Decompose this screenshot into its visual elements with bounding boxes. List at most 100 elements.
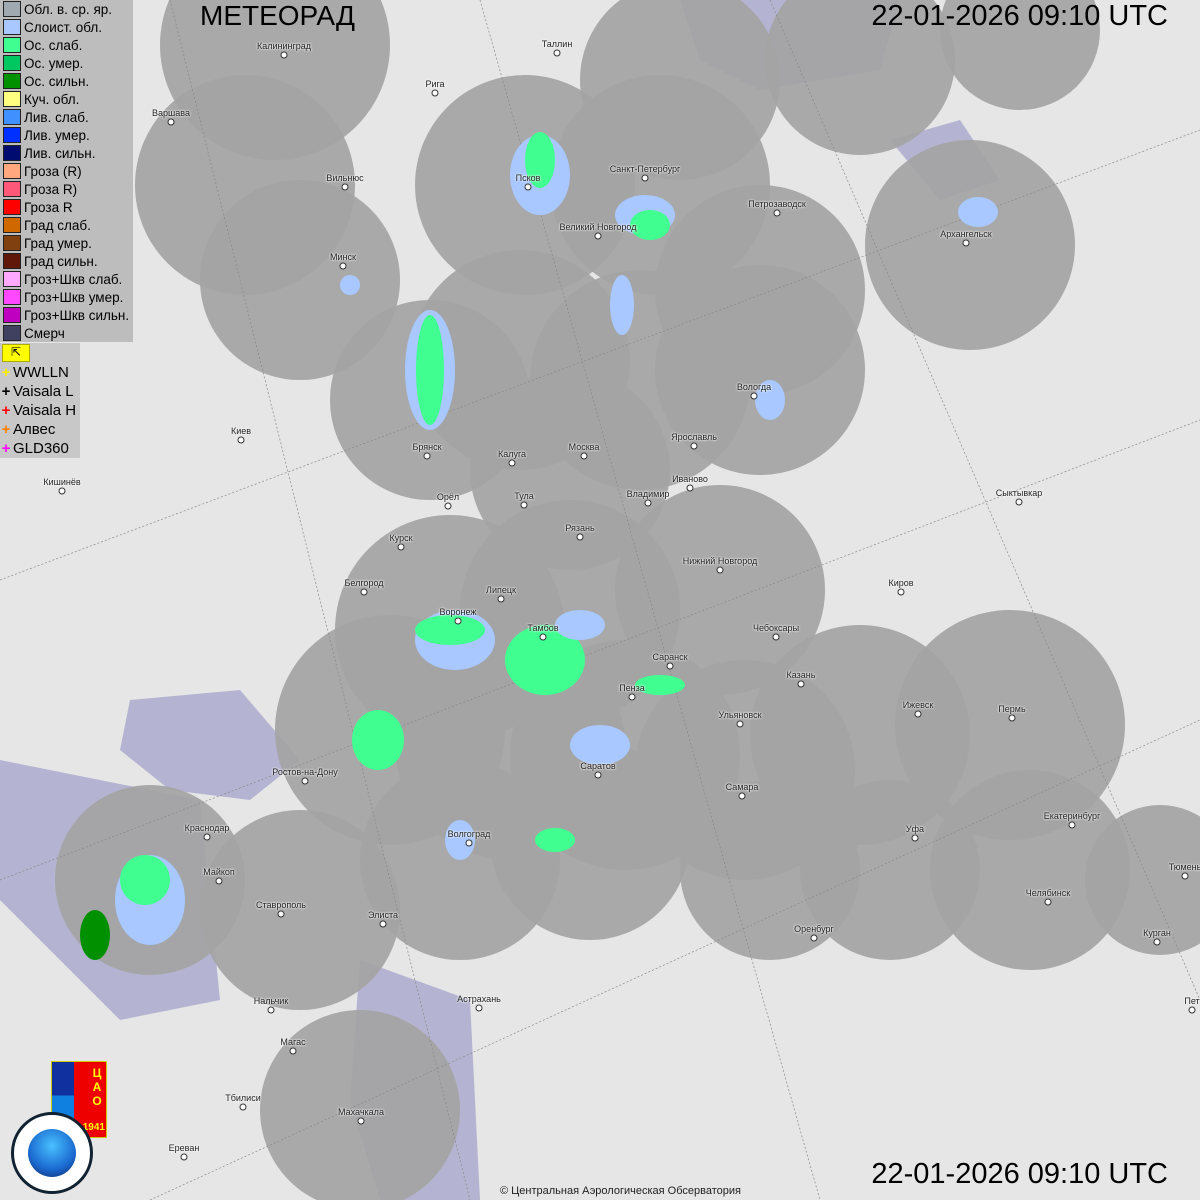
city-marker (180, 1153, 188, 1161)
legend-item: Обл. в. ср. яр. (0, 0, 133, 18)
city-marker (444, 502, 452, 510)
legend-item: Ос. умер. (0, 54, 133, 72)
legend-label: Гроз+Шкв сильн. (24, 307, 130, 323)
city-label: Тюмень (1168, 862, 1200, 872)
precipitation-echo (635, 675, 685, 695)
city-marker (508, 459, 516, 467)
city-marker (237, 436, 245, 444)
city-label: Тула (514, 491, 534, 501)
legend-item: Гроза R) (0, 180, 133, 198)
city-label: Киров (888, 578, 914, 588)
city-label: Кишинёв (43, 477, 81, 487)
precipitation-echo (416, 315, 444, 425)
cross-icon: + (1, 440, 11, 457)
legend-item: Гроза R (0, 198, 133, 216)
legend-label: Град умер. (24, 235, 92, 251)
radar-circle (865, 140, 1075, 350)
city-marker (666, 662, 674, 670)
legend-swatch (3, 37, 21, 53)
city-marker (772, 633, 780, 641)
legend-swatch (3, 19, 21, 35)
city-marker (1015, 498, 1023, 506)
city-label: Рязань (565, 523, 595, 533)
legend-swatch (3, 127, 21, 143)
city-marker (167, 118, 175, 126)
city-marker (520, 501, 528, 509)
city-marker (594, 232, 602, 240)
city-marker (454, 617, 462, 625)
city-marker (641, 174, 649, 182)
city-marker (1008, 714, 1016, 722)
city-label: Воронеж (439, 607, 477, 617)
legend-item: Куч. обл. (0, 90, 133, 108)
lightning-toggle-button[interactable]: ⇱ (2, 344, 30, 362)
legend-item: Смерч (0, 324, 133, 342)
city-marker (576, 533, 584, 541)
radar-circle (200, 810, 400, 1010)
legend-item: Град сильн. (0, 252, 133, 270)
city-marker (690, 442, 698, 450)
city-label: Киев (230, 426, 252, 436)
radar-circle (940, 0, 1100, 110)
city-marker (280, 51, 288, 59)
lightning-source-item: + GLD360 (0, 439, 80, 458)
city-marker (289, 1047, 297, 1055)
radar-circle (930, 770, 1130, 970)
cross-icon: + (1, 402, 11, 419)
precipitation-echo (755, 380, 785, 420)
roshydromet-logo (11, 1112, 93, 1194)
city-marker (301, 777, 309, 785)
city-label: Владимир (626, 489, 670, 499)
city-label: Ставрополь (256, 900, 306, 910)
city-marker (215, 877, 223, 885)
city-label: Саратов (580, 761, 616, 771)
city-marker (397, 543, 405, 551)
city-marker (716, 566, 724, 574)
city-label: Казань (786, 670, 816, 680)
city-label: Петрозаводск (748, 199, 806, 209)
city-label: Краснодар (184, 823, 230, 833)
city-label: Магас (280, 1037, 306, 1047)
legend-label: Гроза R) (24, 181, 78, 197)
city-marker (773, 209, 781, 217)
city-marker (628, 693, 636, 701)
legend-label: Гроз+Шкв слаб. (24, 271, 123, 287)
copyright: © Центральная Аэрологическая Обсерватори… (500, 1185, 741, 1197)
city-marker (357, 1117, 365, 1125)
legend-swatch (3, 91, 21, 107)
city-label: Курган (1143, 928, 1171, 938)
city-label: Архангельск (940, 229, 992, 239)
city-marker (465, 839, 473, 847)
city-label: Ульяновск (718, 710, 762, 720)
city-label: Пенза (619, 683, 645, 693)
city-marker (962, 239, 970, 247)
legend-item: Гроза (R) (0, 162, 133, 180)
radar-circle (200, 180, 400, 380)
legend-label: Обл. в. ср. яр. (24, 1, 113, 17)
city-marker (644, 499, 652, 507)
legend-label: Куч. обл. (24, 91, 80, 107)
city-label: Пет (1184, 996, 1200, 1006)
precipitation-echo (352, 710, 404, 770)
legend-item: Гроз+Шкв слаб. (0, 270, 133, 288)
city-label: Орёл (436, 492, 460, 502)
lightning-source-item: + Vaisala L (0, 382, 80, 401)
city-label: Липецк (486, 585, 516, 595)
legend-label: Ос. умер. (24, 55, 84, 71)
radar-circle (490, 740, 690, 940)
city-label: Сыктывкар (995, 488, 1043, 498)
city-label: Майкоп (203, 867, 235, 877)
precipitation-echo (555, 610, 605, 640)
city-marker (497, 595, 505, 603)
radar-circle (1085, 805, 1200, 955)
legend-panel: Обл. в. ср. яр. Слоист. обл. Ос. слаб. Ос. … (0, 0, 133, 342)
city-label: Иваново (672, 474, 708, 484)
city-label: Санкт-Петербург (609, 164, 681, 174)
legend-label: Гроза R (24, 199, 73, 215)
precipitation-echo (610, 275, 634, 335)
timestamp-top: 22-01-2026 09:10 UTC (871, 0, 1168, 32)
city-label: Нальчик (253, 996, 289, 1006)
legend-label: Ос. слаб. (24, 37, 83, 53)
